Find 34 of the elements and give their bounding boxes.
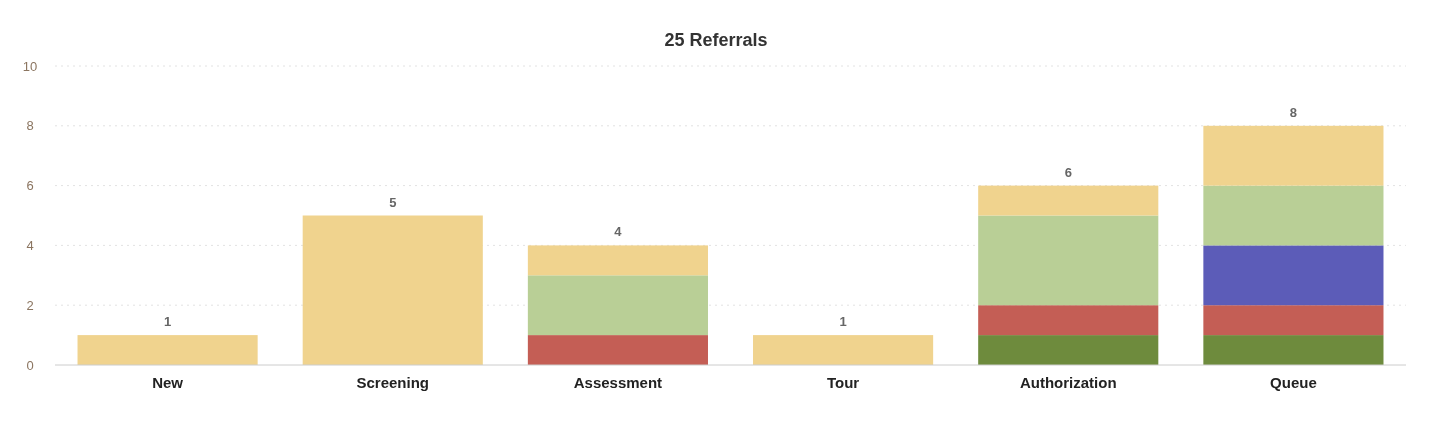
total-label: 8	[1289, 104, 1298, 120]
bar	[978, 305, 1159, 336]
bar	[527, 275, 708, 336]
bar	[1203, 335, 1384, 365]
bar	[1203, 185, 1384, 246]
bar	[77, 335, 258, 365]
bar	[1203, 125, 1384, 186]
bar	[302, 215, 483, 365]
x-tick-label: Tour	[826, 374, 860, 391]
y-tick-label: 4	[26, 237, 34, 253]
bar	[527, 335, 708, 365]
bar	[1203, 305, 1384, 336]
bar	[978, 185, 1159, 216]
y-tick-label: 0	[26, 357, 34, 373]
y-tick-label: 8	[26, 118, 34, 134]
total-label: 1	[839, 314, 847, 330]
x-tick-label: New	[152, 374, 184, 391]
x-tick-label: Assessment	[573, 374, 663, 391]
total-label: 4	[614, 224, 623, 240]
x-tick-label: Authorization	[1019, 374, 1117, 391]
y-tick-label: 6	[26, 178, 34, 194]
bar	[527, 245, 708, 276]
chart-title: 25 Referrals	[664, 30, 768, 50]
total-label: 5	[389, 194, 397, 210]
bar	[1203, 245, 1384, 306]
total-label: 1	[163, 314, 172, 330]
y-tick-label: 2	[26, 297, 34, 313]
bar	[753, 335, 934, 365]
total-label: 6	[1064, 164, 1072, 180]
y-tick-label: 10	[22, 58, 38, 74]
bar	[978, 335, 1159, 365]
bar	[978, 215, 1159, 306]
x-tick-label: Queue	[1270, 374, 1317, 391]
x-tick-label: Screening	[356, 374, 430, 391]
